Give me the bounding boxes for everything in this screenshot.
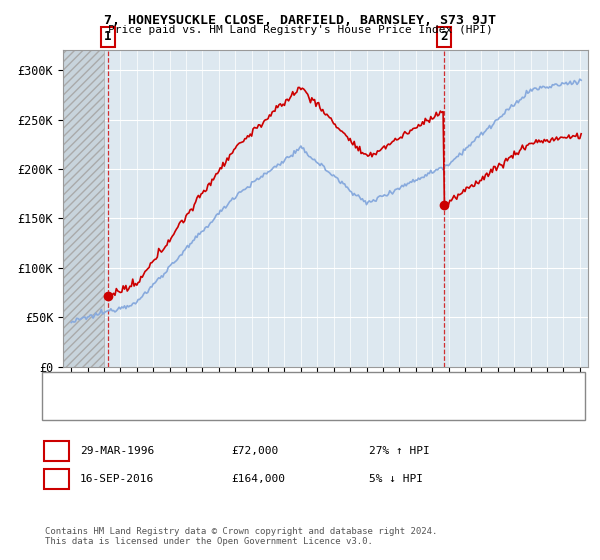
Text: 7, HONEYSUCKLE CLOSE, DARFIELD, BARNSLEY, S73 9JT (detached house): 7, HONEYSUCKLE CLOSE, DARFIELD, BARNSLEY… [90,383,503,393]
Bar [63,50,104,367]
Text: 7, HONEYSUCKLE CLOSE, DARFIELD, BARNSLEY, S73 9JT: 7, HONEYSUCKLE CLOSE, DARFIELD, BARNSLEY… [104,14,496,27]
Text: 2: 2 [53,472,60,486]
Text: Price paid vs. HM Land Registry's House Price Index (HPI): Price paid vs. HM Land Registry's House … [107,25,493,35]
Text: 1: 1 [104,30,112,44]
Text: 16-SEP-2016: 16-SEP-2016 [80,474,154,484]
Text: £72,000: £72,000 [231,446,278,456]
Text: 29-MAR-1996: 29-MAR-1996 [80,446,154,456]
Text: HPI: Average price, detached house, Barnsley: HPI: Average price, detached house, Barn… [90,402,365,412]
Text: Contains HM Land Registry data © Crown copyright and database right 2024.
This d: Contains HM Land Registry data © Crown c… [45,526,437,546]
Text: 5% ↓ HPI: 5% ↓ HPI [369,474,423,484]
Text: 27% ↑ HPI: 27% ↑ HPI [369,446,430,456]
Text: 1: 1 [53,444,60,458]
Text: 2: 2 [440,30,448,44]
Text: £164,000: £164,000 [231,474,285,484]
